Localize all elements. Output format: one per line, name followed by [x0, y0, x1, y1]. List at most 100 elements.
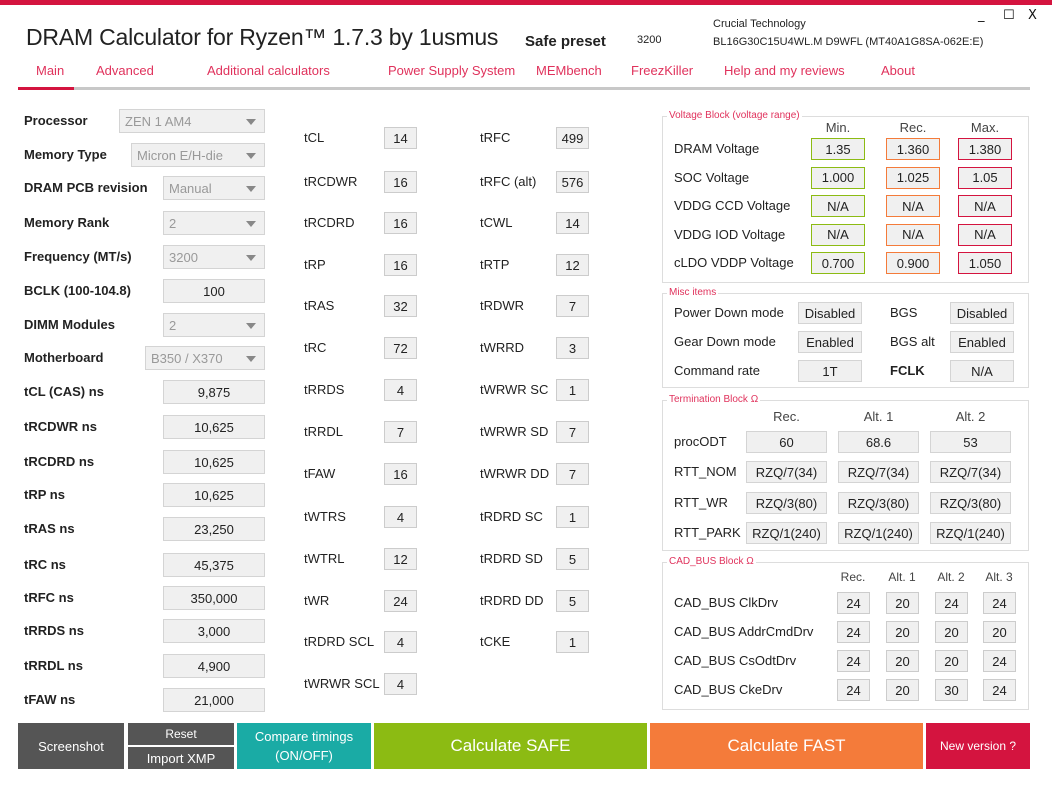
trfc-alt--value[interactable]: 576 — [556, 171, 589, 193]
misc-value[interactable]: Disabled — [798, 302, 862, 324]
misc-value[interactable]: Enabled — [798, 331, 862, 353]
cadbus-value[interactable]: 20 — [886, 650, 919, 672]
cadbus-value[interactable]: 24 — [983, 650, 1016, 672]
trc-value[interactable]: 72 — [384, 337, 417, 359]
voltage-value[interactable]: 1.050 — [958, 252, 1012, 274]
tcl-cas-ns-field[interactable]: 9,875 — [163, 380, 265, 404]
termination-value[interactable]: RZQ/3(80) — [838, 492, 919, 514]
termination-value[interactable]: RZQ/1(240) — [838, 522, 919, 544]
trrdl-value[interactable]: 7 — [384, 421, 417, 443]
trrds-value[interactable]: 4 — [384, 379, 417, 401]
reset-button[interactable]: Reset — [128, 723, 234, 745]
trp-value[interactable]: 16 — [384, 254, 417, 276]
misc-value[interactable]: N/A — [950, 360, 1014, 382]
twrwr-scl-value[interactable]: 4 — [384, 673, 417, 695]
termination-value[interactable]: RZQ/1(240) — [930, 522, 1011, 544]
tab-additional-calculators[interactable]: Additional calculators — [207, 63, 330, 78]
trcdwr-value[interactable]: 16 — [384, 171, 417, 193]
twr-value[interactable]: 24 — [384, 590, 417, 612]
maximize-button[interactable]: ☐ — [1003, 8, 1015, 23]
cadbus-value[interactable]: 20 — [935, 650, 968, 672]
calculate-safe-button[interactable]: Calculate SAFE — [374, 723, 647, 769]
dimm-modules-dropdown[interactable]: 2 — [163, 313, 265, 337]
cadbus-value[interactable]: 24 — [837, 621, 870, 643]
tab-freezkiller[interactable]: FreezKiller — [631, 63, 694, 78]
tab-about[interactable]: About — [881, 63, 915, 78]
voltage-value[interactable]: N/A — [886, 195, 940, 217]
termination-value[interactable]: RZQ/3(80) — [930, 492, 1011, 514]
misc-value[interactable]: Enabled — [950, 331, 1014, 353]
voltage-value[interactable]: 0.700 — [811, 252, 865, 274]
frequency-mt-s-dropdown[interactable]: 3200 — [163, 245, 265, 269]
trp-ns-field[interactable]: 10,625 — [163, 483, 265, 507]
voltage-value[interactable]: 1.05 — [958, 166, 1012, 189]
termination-value[interactable]: RZQ/7(34) — [930, 461, 1011, 483]
cadbus-value[interactable]: 24 — [837, 679, 870, 701]
tab-help-and-my-reviews[interactable]: Help and my reviews — [724, 63, 845, 78]
trrdl-ns-field[interactable]: 4,900 — [163, 654, 265, 678]
termination-value[interactable]: 53 — [930, 431, 1011, 453]
dram-pcb-revision-dropdown[interactable]: Manual — [163, 176, 265, 200]
processor-dropdown[interactable]: ZEN 1 AM4 — [119, 109, 265, 133]
tab-membench[interactable]: MEMbench — [536, 63, 602, 78]
tcke-value[interactable]: 1 — [556, 631, 589, 653]
voltage-value[interactable]: 1.360 — [886, 138, 940, 160]
twrwr-sc-value[interactable]: 1 — [556, 379, 589, 401]
new-version-button[interactable]: New version ? — [926, 723, 1030, 769]
misc-value[interactable]: Disabled — [950, 302, 1014, 324]
cadbus-value[interactable]: 24 — [837, 592, 870, 614]
cadbus-value[interactable]: 20 — [935, 621, 968, 643]
cadbus-value[interactable]: 20 — [886, 592, 919, 614]
trdwr-value[interactable]: 7 — [556, 295, 589, 317]
bclk-100-104-8-field[interactable]: 100 — [163, 279, 265, 303]
twrwr-dd-value[interactable]: 7 — [556, 463, 589, 485]
cadbus-value[interactable]: 30 — [935, 679, 968, 701]
cadbus-value[interactable]: 24 — [935, 592, 968, 614]
cadbus-value[interactable]: 20 — [886, 621, 919, 643]
memory-type-dropdown[interactable]: Micron E/H-die — [131, 143, 265, 167]
voltage-value[interactable]: N/A — [958, 223, 1012, 246]
voltage-value[interactable]: 1.000 — [811, 166, 865, 189]
tab-power-supply-system[interactable]: Power Supply System — [388, 63, 516, 78]
voltage-value[interactable]: N/A — [811, 223, 865, 246]
twtrs-value[interactable]: 4 — [384, 506, 417, 528]
close-button[interactable]: X — [1028, 8, 1037, 23]
voltage-value[interactable]: N/A — [958, 195, 1012, 217]
import-xmp-button[interactable]: Import XMP — [128, 747, 234, 769]
termination-value[interactable]: 60 — [746, 431, 827, 453]
termination-value[interactable]: RZQ/7(34) — [746, 461, 827, 483]
voltage-value[interactable]: N/A — [811, 195, 865, 217]
tcwl-value[interactable]: 14 — [556, 212, 589, 234]
termination-value[interactable]: 68.6 — [838, 431, 919, 453]
termination-value[interactable]: RZQ/7(34) — [838, 461, 919, 483]
voltage-value[interactable]: 1.35 — [811, 138, 865, 160]
memory-rank-dropdown[interactable]: 2 — [163, 211, 265, 235]
trdrd-scl-value[interactable]: 4 — [384, 631, 417, 653]
trdrd-sd-value[interactable]: 5 — [556, 548, 589, 570]
tras-ns-field[interactable]: 23,250 — [163, 517, 265, 541]
tras-value[interactable]: 32 — [384, 295, 417, 317]
motherboard-dropdown[interactable]: B350 / X370 — [145, 346, 265, 370]
tfaw-ns-field[interactable]: 21,000 — [163, 688, 265, 712]
cadbus-value[interactable]: 24 — [837, 650, 870, 672]
voltage-value[interactable]: N/A — [886, 223, 940, 246]
tab-main[interactable]: Main — [36, 63, 65, 78]
trfc-ns-field[interactable]: 350,000 — [163, 586, 265, 610]
minimize-button[interactable]: _ — [978, 8, 985, 23]
termination-value[interactable]: RZQ/3(80) — [746, 492, 827, 514]
voltage-value[interactable]: 0.900 — [886, 252, 940, 274]
twrrd-value[interactable]: 3 — [556, 337, 589, 359]
trc-ns-field[interactable]: 45,375 — [163, 553, 265, 577]
trrds-ns-field[interactable]: 3,000 — [163, 619, 265, 643]
trcdrd-value[interactable]: 16 — [384, 212, 417, 234]
compare-timings-button[interactable]: Compare timings (ON/OFF) — [237, 723, 371, 769]
voltage-value[interactable]: 1.025 — [886, 166, 940, 189]
tab-advanced[interactable]: Advanced — [96, 63, 154, 78]
screenshot-button[interactable]: Screenshot — [18, 723, 124, 769]
termination-value[interactable]: RZQ/1(240) — [746, 522, 827, 544]
trdrd-sc-value[interactable]: 1 — [556, 506, 589, 528]
tcl-value[interactable]: 14 — [384, 127, 417, 149]
trcdrd-ns-field[interactable]: 10,625 — [163, 450, 265, 474]
twrwr-sd-value[interactable]: 7 — [556, 421, 589, 443]
trtp-value[interactable]: 12 — [556, 254, 589, 276]
